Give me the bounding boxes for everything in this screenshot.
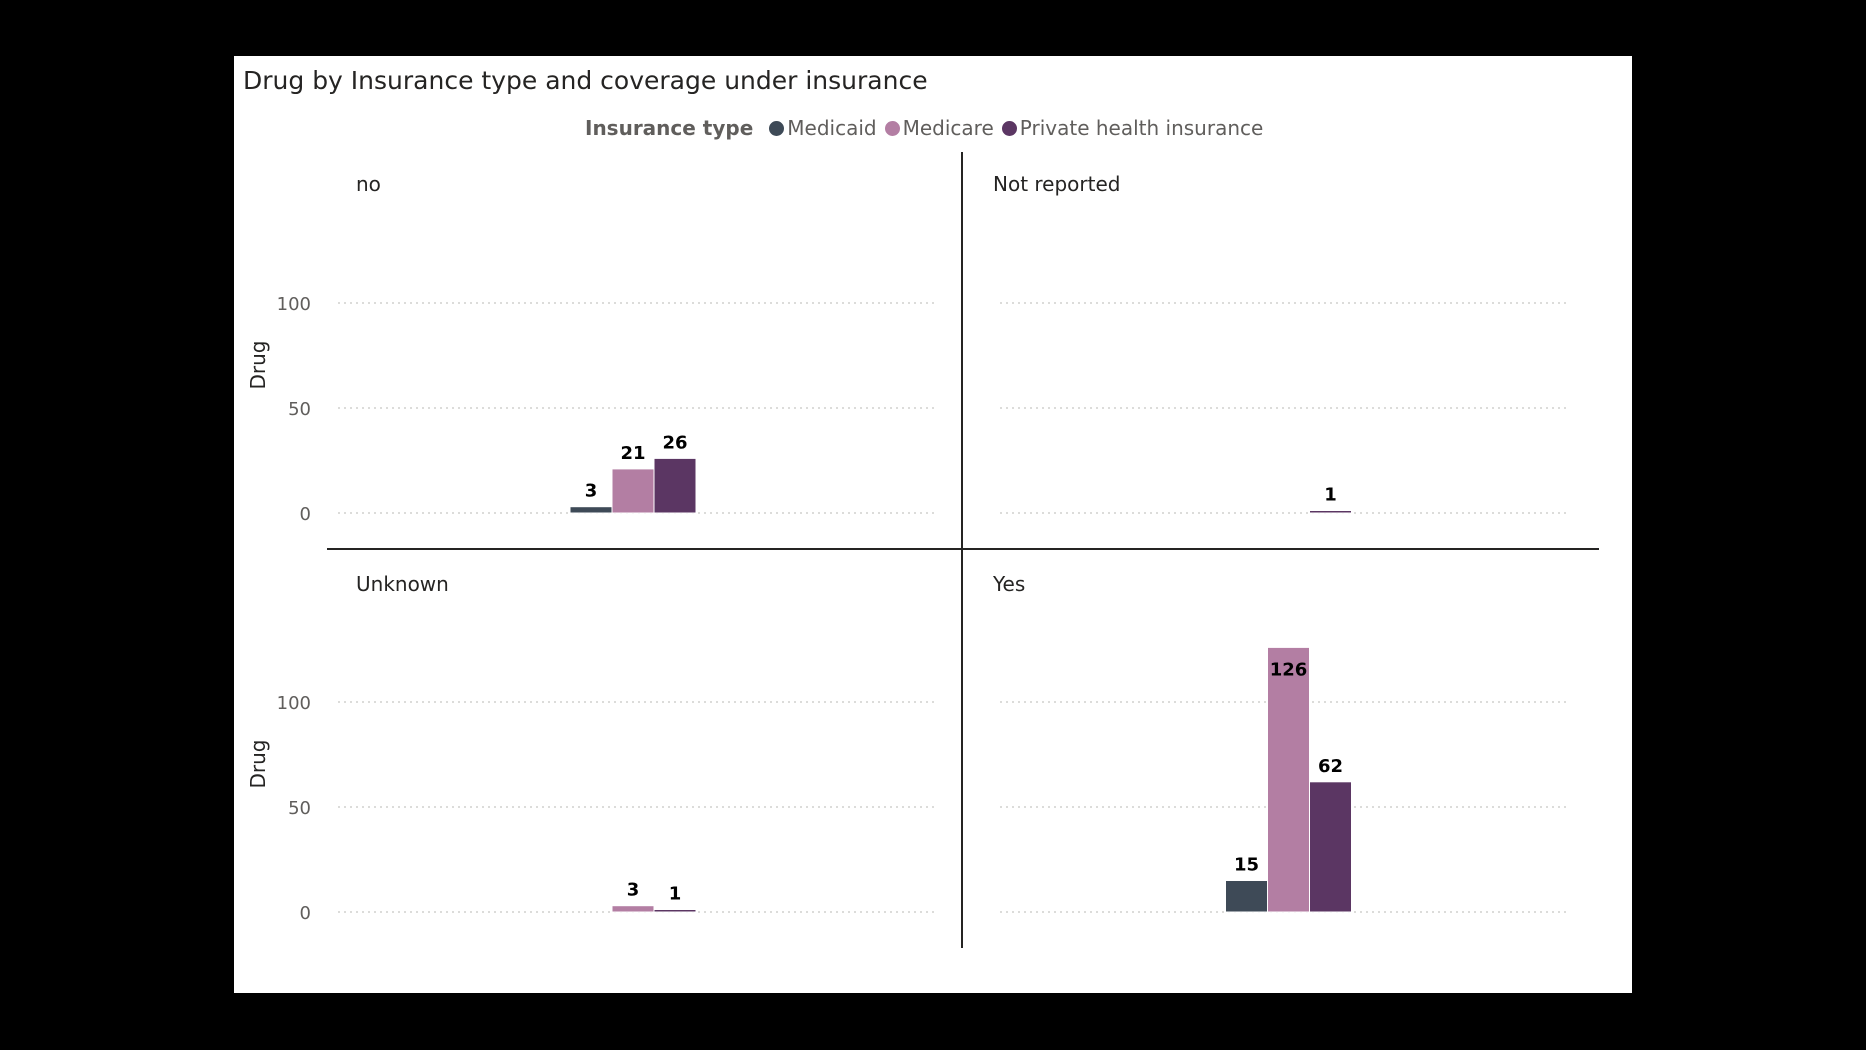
- panel-label-no: no: [356, 172, 381, 196]
- y-tick-label-unknown-50: 50: [288, 798, 311, 819]
- legend-item-medicare[interactable]: Medicare: [884, 116, 994, 140]
- legend-dot-medicare: [884, 120, 900, 136]
- bar-no-private-health-insurance: [653, 457, 697, 514]
- chart-card: Drug by Insurance type and coverage unde…: [234, 56, 1632, 993]
- panel-label-not-reported: Not reported: [993, 172, 1120, 196]
- small-multiples-plot: no 0 50 100 Drug 3 21 26 Not reported 1 Unknown 0 50…: [246, 152, 1599, 948]
- data-label-yes-private-health-insurance: 62: [1318, 756, 1343, 777]
- y-tick-label-no-0: 0: [300, 504, 311, 525]
- y-tick-label-unknown-0: 0: [300, 903, 311, 924]
- legend-item-private-health-insurance[interactable]: Private health insurance: [1001, 116, 1264, 140]
- panel-label-yes: Yes: [992, 572, 1025, 596]
- y-axis-title-no: Drug: [246, 341, 270, 390]
- y-tick-label-unknown-100: 100: [277, 693, 311, 714]
- chart-title: Drug by Insurance type and coverage unde…: [243, 66, 928, 95]
- bar-no-medicaid: [569, 506, 613, 514]
- legend-label-private-health-insurance: Private health insurance: [1019, 116, 1264, 140]
- bar-not-reported-private-health-insurance: [1309, 510, 1352, 514]
- legend-title: Insurance type: [585, 116, 754, 140]
- legend-label-medicaid: Medicaid: [787, 116, 877, 140]
- panel-label-unknown: Unknown: [356, 572, 449, 596]
- bar-unknown-private-health-insurance: [653, 909, 697, 913]
- bar-unknown-medicare: [611, 905, 655, 913]
- legend-label-medicare: Medicare: [902, 116, 994, 140]
- data-label-unknown-medicare: 3: [627, 880, 640, 901]
- data-label-no-private-health-insurance: 26: [662, 432, 687, 453]
- legend-item-medicaid[interactable]: Medicaid: [769, 116, 877, 140]
- bar-no-medicare: [611, 468, 655, 514]
- legend: Insurance type Medicaid Medicare Private…: [585, 114, 1271, 142]
- y-axis-title-unknown: Drug: [246, 740, 270, 789]
- data-label-yes-medicaid: 15: [1234, 855, 1259, 876]
- legend-dot-medicaid: [769, 120, 785, 136]
- bar-yes-medicaid: [1225, 880, 1268, 913]
- data-label-unknown-private-health-insurance: 1: [669, 884, 682, 905]
- data-label-no-medicaid: 3: [585, 481, 598, 502]
- y-tick-label-no-100: 100: [277, 294, 311, 315]
- bar-yes-private-health-insurance: [1309, 781, 1352, 913]
- data-label-yes-medicare: 126: [1270, 659, 1308, 680]
- legend-dot-private-health-insurance: [1001, 120, 1017, 136]
- y-tick-label-no-50: 50: [288, 399, 311, 420]
- bar-yes-medicare: [1267, 646, 1310, 913]
- data-label-no-medicare: 21: [620, 443, 645, 464]
- data-label-not-reported-private-health-insurance: 1: [1324, 485, 1337, 506]
